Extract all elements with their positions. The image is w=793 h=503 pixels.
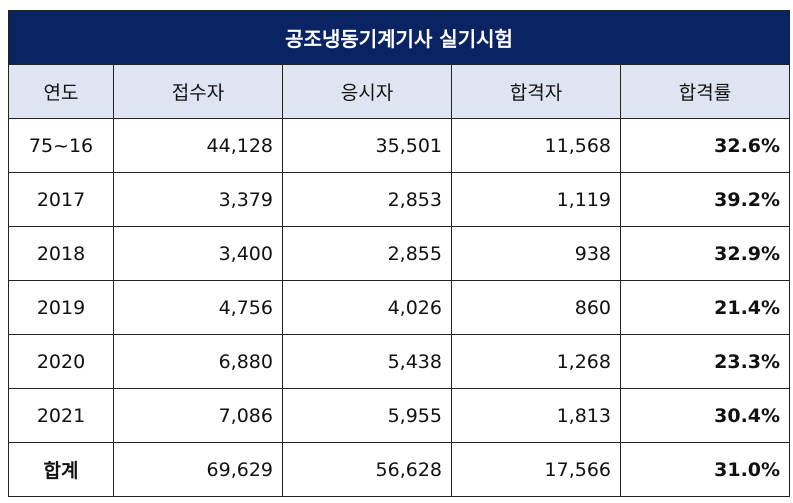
header-year: 연도 [8, 64, 114, 119]
table-row: 2017 3,379 2,853 1,119 39.2% [8, 172, 791, 227]
pass-rate-cell: 32.6% [619, 118, 791, 173]
total-pass-rate-cell: 31.0% [619, 442, 791, 497]
title-row: 공조냉동기계기사 실기시험 [7, 10, 791, 65]
passers-cell: 1,119 [451, 172, 621, 227]
total-label-cell: 합계 [8, 442, 114, 497]
exam-stats-table-wrapper: 공조냉동기계기사 실기시험 연도 접수자 응시자 합격자 합격률 75~16 4… [7, 10, 791, 497]
total-examinees-cell: 56,628 [282, 442, 452, 497]
examinees-cell: 5,955 [282, 388, 452, 443]
table-row: 75~16 44,128 35,501 11,568 32.6% [8, 118, 791, 173]
applicants-cell: 6,880 [113, 334, 283, 389]
year-cell: 2017 [8, 172, 114, 227]
passers-cell: 1,813 [451, 388, 621, 443]
header-row: 연도 접수자 응시자 합격자 합격률 [8, 64, 791, 119]
applicants-cell: 3,400 [113, 226, 283, 281]
header-applicants: 접수자 [113, 64, 283, 119]
pass-rate-cell: 39.2% [619, 172, 791, 227]
table-title: 공조냉동기계기사 실기시험 [7, 10, 791, 65]
passers-cell: 860 [451, 280, 621, 335]
examinees-cell: 4,026 [282, 280, 452, 335]
header-passers: 합격자 [451, 64, 621, 119]
header-examinees: 응시자 [282, 64, 452, 119]
year-cell: 2021 [8, 388, 114, 443]
passers-cell: 1,268 [451, 334, 621, 389]
examinees-cell: 5,438 [282, 334, 452, 389]
year-cell: 2018 [8, 226, 114, 281]
table-row: 2021 7,086 5,955 1,813 30.4% [8, 388, 791, 443]
examinees-cell: 2,853 [282, 172, 452, 227]
table-row: 2019 4,756 4,026 860 21.4% [8, 280, 791, 335]
pass-rate-cell: 23.3% [619, 334, 791, 389]
examinees-cell: 35,501 [282, 118, 452, 173]
passers-cell: 11,568 [451, 118, 621, 173]
passers-cell: 938 [451, 226, 621, 281]
year-cell: 2020 [8, 334, 114, 389]
year-cell: 2019 [8, 280, 114, 335]
applicants-cell: 3,379 [113, 172, 283, 227]
table-row: 2020 6,880 5,438 1,268 23.3% [8, 334, 791, 389]
total-row: 합계 69,629 56,628 17,566 31.0% [8, 442, 791, 497]
applicants-cell: 4,756 [113, 280, 283, 335]
table-row: 2018 3,400 2,855 938 32.9% [8, 226, 791, 281]
applicants-cell: 44,128 [113, 118, 283, 173]
applicants-cell: 7,086 [113, 388, 283, 443]
year-cell: 75~16 [8, 118, 114, 173]
total-passers-cell: 17,566 [451, 442, 621, 497]
examinees-cell: 2,855 [282, 226, 452, 281]
pass-rate-cell: 32.9% [619, 226, 791, 281]
pass-rate-cell: 21.4% [619, 280, 791, 335]
total-applicants-cell: 69,629 [113, 442, 283, 497]
header-pass-rate: 합격률 [619, 64, 791, 119]
pass-rate-cell: 30.4% [619, 388, 791, 443]
exam-stats-table: 공조냉동기계기사 실기시험 연도 접수자 응시자 합격자 합격률 75~16 4… [7, 10, 791, 497]
